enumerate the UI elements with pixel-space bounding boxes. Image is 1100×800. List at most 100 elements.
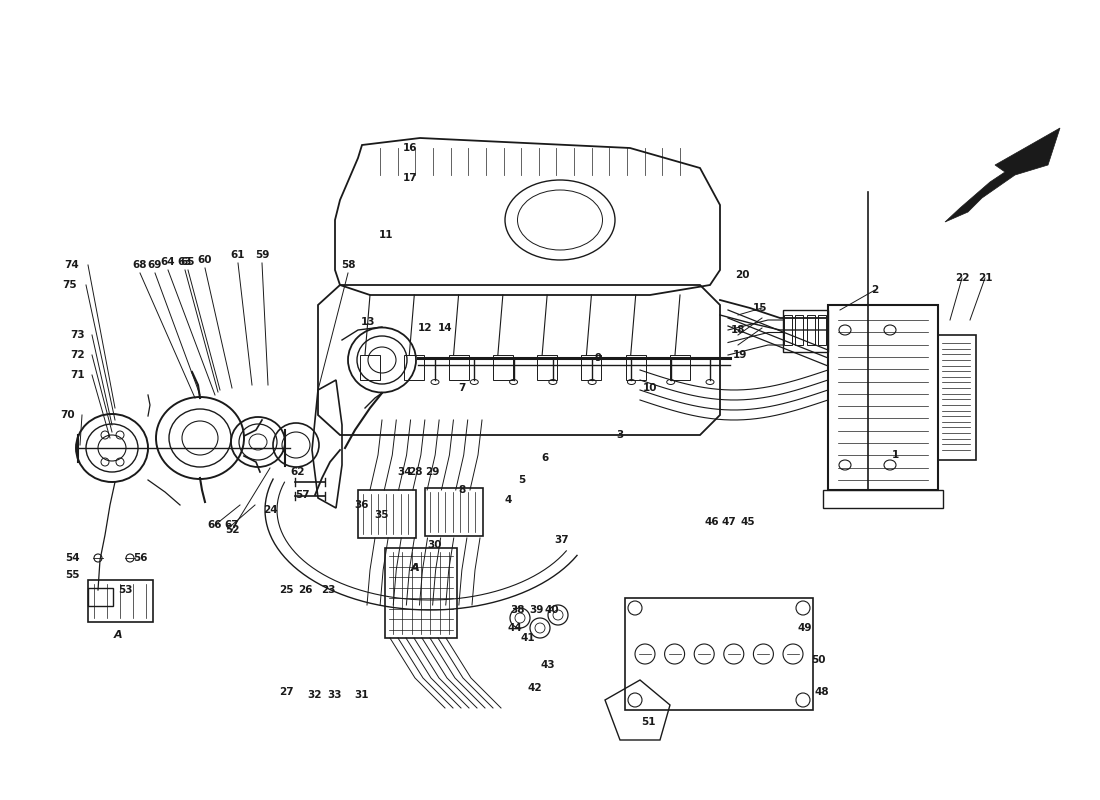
- Text: 74: 74: [65, 260, 79, 270]
- Text: 33: 33: [328, 690, 342, 700]
- Text: A: A: [113, 630, 122, 640]
- Bar: [670, 355, 690, 380]
- Text: 59: 59: [255, 250, 270, 260]
- Text: 40: 40: [544, 605, 559, 615]
- Text: 50: 50: [811, 655, 825, 665]
- Text: 4: 4: [504, 495, 512, 505]
- Bar: [823, 490, 943, 508]
- Text: 17: 17: [403, 173, 417, 183]
- Text: 28: 28: [408, 467, 422, 477]
- Text: 65: 65: [180, 257, 196, 267]
- Text: 68: 68: [133, 260, 147, 270]
- Text: 53: 53: [118, 585, 132, 595]
- Bar: [806, 315, 815, 345]
- Text: 43: 43: [541, 660, 556, 670]
- Text: 38: 38: [510, 605, 526, 615]
- Text: 57: 57: [295, 490, 309, 500]
- Text: 14: 14: [438, 323, 452, 333]
- Text: 54: 54: [65, 553, 79, 563]
- Bar: [88, 588, 113, 606]
- Bar: [449, 355, 469, 380]
- Text: 27: 27: [278, 687, 294, 697]
- Text: 13: 13: [361, 317, 375, 327]
- Text: 26: 26: [298, 585, 312, 595]
- Text: 2: 2: [871, 285, 879, 295]
- Text: 6: 6: [541, 453, 549, 463]
- Text: 25: 25: [278, 585, 294, 595]
- Text: 58: 58: [341, 260, 355, 270]
- Bar: [358, 490, 416, 538]
- Bar: [405, 355, 425, 380]
- Text: 70: 70: [60, 410, 75, 420]
- Text: 49: 49: [798, 623, 812, 633]
- Text: 5: 5: [518, 475, 526, 485]
- Text: 73: 73: [70, 330, 86, 340]
- Bar: [537, 355, 557, 380]
- Text: 56: 56: [133, 553, 147, 563]
- Text: 71: 71: [70, 370, 86, 380]
- Text: 1: 1: [891, 450, 899, 460]
- Text: 18: 18: [730, 325, 746, 335]
- Text: 29: 29: [425, 467, 439, 477]
- Text: 61: 61: [231, 250, 245, 260]
- Text: 11: 11: [378, 230, 394, 240]
- Text: 69: 69: [147, 260, 162, 270]
- Text: 64: 64: [161, 257, 175, 267]
- Text: 42: 42: [528, 683, 542, 693]
- Text: 52: 52: [224, 525, 240, 535]
- Text: 75: 75: [63, 280, 77, 290]
- Text: 48: 48: [815, 687, 829, 697]
- Bar: [493, 355, 513, 380]
- Text: 19: 19: [733, 350, 747, 360]
- Text: 35: 35: [375, 510, 389, 520]
- Text: 44: 44: [507, 623, 522, 633]
- Bar: [625, 598, 813, 710]
- Bar: [385, 548, 456, 638]
- Text: 51: 51: [640, 717, 656, 727]
- Text: 66: 66: [208, 520, 222, 530]
- Text: 39: 39: [529, 605, 543, 615]
- Text: 47: 47: [722, 517, 736, 527]
- Text: 8: 8: [459, 485, 465, 495]
- Text: 21: 21: [978, 273, 992, 283]
- Bar: [360, 355, 379, 380]
- Text: 63: 63: [178, 257, 192, 267]
- Text: 12: 12: [418, 323, 432, 333]
- Text: 15: 15: [752, 303, 768, 313]
- Text: 9: 9: [594, 353, 602, 363]
- Bar: [582, 355, 602, 380]
- Text: 7: 7: [459, 383, 465, 393]
- Polygon shape: [945, 128, 1060, 222]
- Bar: [938, 335, 976, 460]
- Text: 36: 36: [354, 500, 370, 510]
- Text: 37: 37: [554, 535, 570, 545]
- Text: 55: 55: [65, 570, 79, 580]
- Text: 34: 34: [398, 467, 412, 477]
- Text: 60: 60: [198, 255, 212, 265]
- Text: 20: 20: [735, 270, 749, 280]
- Text: A: A: [410, 563, 419, 573]
- Bar: [626, 355, 646, 380]
- Text: 16: 16: [403, 143, 417, 153]
- Bar: [828, 305, 938, 490]
- Text: 10: 10: [642, 383, 658, 393]
- Bar: [425, 488, 483, 536]
- Text: 45: 45: [740, 517, 756, 527]
- Text: 22: 22: [955, 273, 969, 283]
- Text: 24: 24: [263, 505, 277, 515]
- Text: 3: 3: [616, 430, 624, 440]
- Text: 23: 23: [321, 585, 336, 595]
- Bar: [784, 315, 792, 345]
- Text: 32: 32: [308, 690, 322, 700]
- Text: 72: 72: [70, 350, 86, 360]
- Text: 67: 67: [224, 520, 240, 530]
- Text: 30: 30: [428, 540, 442, 550]
- Bar: [818, 315, 826, 345]
- Text: 46: 46: [705, 517, 719, 527]
- Text: 41: 41: [520, 633, 536, 643]
- Bar: [795, 315, 803, 345]
- Text: 31: 31: [354, 690, 370, 700]
- Text: A: A: [410, 563, 419, 573]
- Bar: [783, 310, 828, 352]
- Text: 62: 62: [290, 467, 306, 477]
